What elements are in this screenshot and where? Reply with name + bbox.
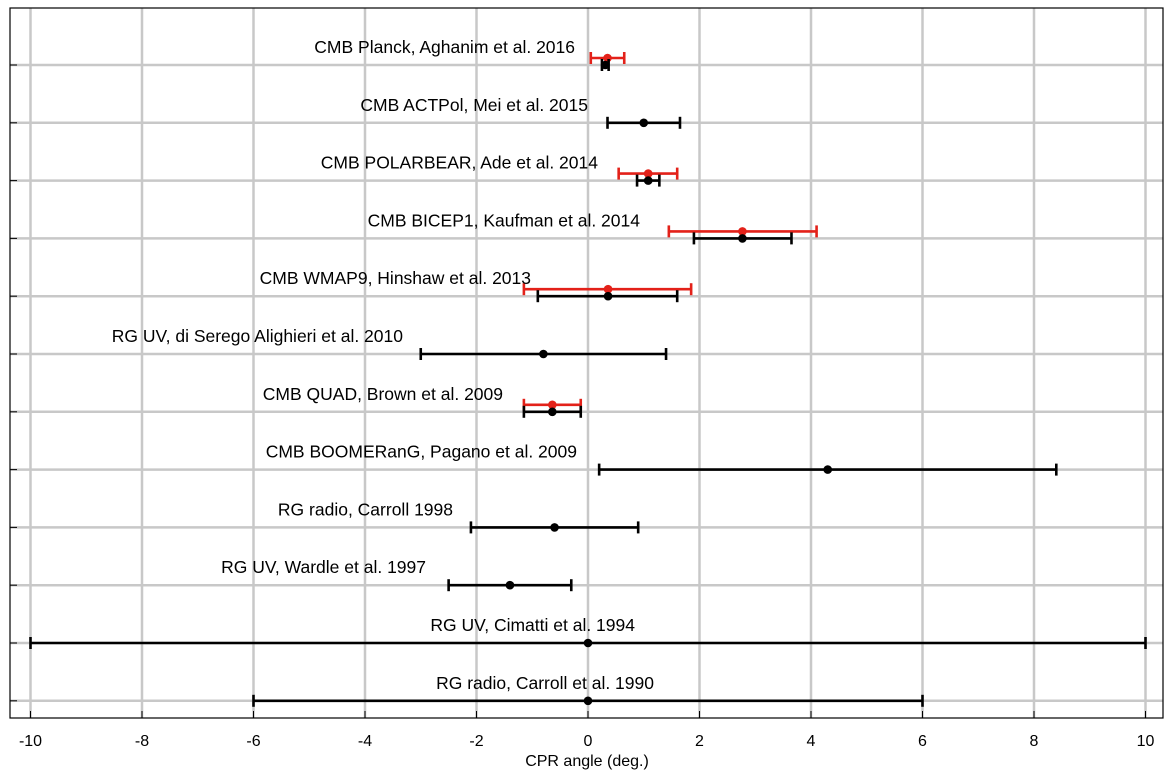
error-bar-black <box>469 521 640 534</box>
plot-border <box>9 7 1164 719</box>
data-point <box>639 118 649 128</box>
measurement-label: RG UV, di Serego Alighieri et al. 2010 <box>112 326 403 346</box>
data-point <box>548 400 557 410</box>
measurement-label: RG UV, Wardle et al. 1997 <box>221 557 426 577</box>
data-point <box>548 407 557 417</box>
x-tick-label: 8 <box>1030 733 1039 750</box>
x-axis-title: CPR angle (deg.) <box>525 753 649 770</box>
data-point <box>643 169 653 178</box>
data-point <box>823 465 833 474</box>
measurement-label: CMB BOOMERanG, Pagano et al. 2009 <box>266 442 577 462</box>
data-point <box>738 227 747 236</box>
x-tick-label: -4 <box>358 733 372 750</box>
x-tick-label: -10 <box>19 733 42 750</box>
x-tick-label: -8 <box>135 733 149 750</box>
measurement-label: RG radio, Carroll 1998 <box>278 499 453 519</box>
x-tick-label: 6 <box>918 733 927 750</box>
measurement-label: CMB QUAD, Brown et al. 2009 <box>263 384 503 404</box>
measurement-label: CMB ACTPol, Mei et al. 2015 <box>360 95 588 115</box>
x-tick-label: 0 <box>584 733 593 750</box>
data-point <box>583 696 593 706</box>
measurement-label: RG UV, Cimatti et al. 1994 <box>430 615 635 635</box>
data-point <box>505 580 515 590</box>
error-bar-black <box>692 232 793 245</box>
x-tick-label: -2 <box>469 733 483 750</box>
plot-frame <box>9 7 1164 719</box>
measurement-label: CMB POLARBEAR, Ade et al. 2014 <box>321 153 598 173</box>
x-tick-label: 10 <box>1137 733 1155 750</box>
x-axis-ticks: -10 -8 -6 -4 -2 0 2 4 6 8 10 <box>10 64 1155 750</box>
error-bar-black <box>447 579 573 592</box>
measurement-label: CMB Planck, Aghanim et al. 2016 <box>314 37 575 57</box>
measurement-label: CMB WMAP9, Hinshaw et al. 2013 <box>260 268 531 288</box>
error-bar-black <box>522 405 583 418</box>
error-bar-red <box>522 283 693 296</box>
data-point <box>550 523 559 532</box>
data-point <box>603 284 613 294</box>
data-point <box>738 234 747 243</box>
data-point <box>600 60 610 70</box>
error-bar-black <box>606 116 682 129</box>
x-tick-label: -6 <box>246 733 260 750</box>
measurement-labels: CMB Planck, Aghanim et al. 2016 CMB ACTPo… <box>112 37 654 693</box>
data-point <box>583 638 593 648</box>
measurement-markers <box>29 52 1147 707</box>
error-bar-black <box>419 348 668 360</box>
data-point <box>603 291 613 301</box>
error-bar-black <box>635 174 661 187</box>
error-bar-red <box>617 167 679 180</box>
x-tick-label: 2 <box>695 733 704 750</box>
error-bar-black <box>536 290 679 303</box>
error-bar-black <box>597 463 1058 476</box>
measurement-label: CMB BICEP1, Kaufman et al. 2014 <box>368 210 641 230</box>
measurement-label: RG radio, Carroll et al. 1990 <box>436 673 654 693</box>
error-bar-black <box>252 694 924 707</box>
error-bar-red <box>667 225 818 238</box>
data-point <box>539 349 548 359</box>
error-bar-black <box>600 59 610 71</box>
x-tick-label: 4 <box>807 733 816 750</box>
data-point <box>643 176 653 185</box>
error-bar-black <box>29 637 1147 649</box>
